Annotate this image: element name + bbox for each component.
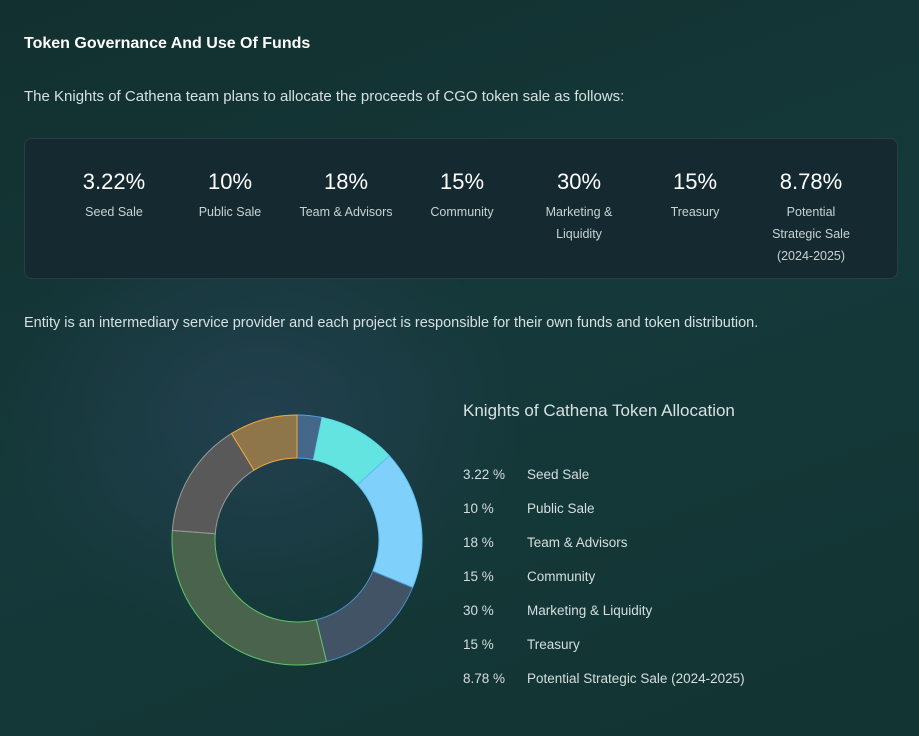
stat-value: 3.22% bbox=[82, 169, 146, 194]
legend-item: 30 % Marketing & Liquidity bbox=[463, 603, 652, 618]
legend-percent: 15 % bbox=[463, 569, 494, 584]
stat-value: 10% bbox=[207, 169, 253, 194]
legend-percent: 18 % bbox=[463, 535, 494, 550]
stat-value: 15% bbox=[439, 169, 485, 194]
legend-label: Community bbox=[527, 569, 596, 584]
legend-item: 8.78 % Potential Strategic Sale (2024-202… bbox=[463, 671, 745, 686]
legend-item: 18 % Team & Advisors bbox=[463, 535, 628, 550]
stat-value: 30% bbox=[556, 169, 602, 194]
stat-label: Team & Advisors bbox=[299, 205, 393, 219]
legend-item: 10 % Public Sale bbox=[463, 501, 595, 516]
stat-item: 30% Marketing & Liquidity bbox=[519, 169, 639, 245]
page-title: Token Governance And Use Of Funds bbox=[24, 35, 311, 52]
stat-item: 18% Team & Advisors bbox=[286, 169, 406, 223]
stat-item: 10% Public Sale bbox=[170, 169, 290, 223]
stat-label: Potential Strategic Sale (2024-2025) bbox=[772, 205, 850, 263]
legend-item: 15 % Community bbox=[463, 569, 595, 584]
legend-percent: 15 % bbox=[463, 637, 494, 652]
donut-slice[interactable] bbox=[230, 414, 298, 471]
legend-label: Potential Strategic Sale (2024-2025) bbox=[527, 671, 745, 686]
disclaimer-text: Entity is an intermediary service provid… bbox=[24, 315, 759, 331]
legend-label: Seed Sale bbox=[527, 467, 590, 482]
chart-title: Knights of Cathena Token Allocation bbox=[463, 401, 735, 420]
legend-item: 15 % Treasury bbox=[463, 637, 580, 652]
stat-item: 15% Community bbox=[402, 169, 522, 223]
legend-percent: 8.78 % bbox=[463, 671, 506, 686]
stat-label: Seed Sale bbox=[85, 205, 143, 219]
legend-percent: 3.22 % bbox=[463, 467, 506, 482]
donut-slice[interactable] bbox=[315, 570, 414, 663]
legend-label: Team & Advisors bbox=[527, 535, 628, 550]
stat-label: Treasury bbox=[670, 205, 720, 219]
stat-item: 3.22% Seed Sale bbox=[54, 169, 174, 223]
donut-slice[interactable] bbox=[171, 529, 328, 666]
legend-label: Marketing & Liquidity bbox=[527, 603, 653, 618]
legend-label: Public Sale bbox=[527, 501, 595, 516]
stat-value: 8.78% bbox=[779, 169, 843, 194]
stat-item: 8.78% Potential Strategic Sale (2024-2025… bbox=[751, 169, 871, 267]
stat-label: Public Sale bbox=[198, 205, 262, 219]
legend-percent: 10 % bbox=[463, 501, 494, 516]
legend-percent: 30 % bbox=[463, 603, 494, 618]
stat-label: Community bbox=[430, 205, 494, 219]
intro-text: The Knights of Cathena team plans to all… bbox=[24, 88, 625, 105]
stat-label: Marketing & Liquidity bbox=[545, 205, 613, 241]
legend-label: Treasury bbox=[527, 637, 580, 652]
allocation-summary-card: 3.22% Seed Sale 10% Public Sale 18% Team & Ad… bbox=[24, 138, 898, 279]
stat-item: 15% Treasury bbox=[635, 169, 755, 223]
legend-item: 3.22 % Seed Sale bbox=[463, 467, 589, 482]
stat-value: 15% bbox=[672, 169, 718, 194]
donut-slice[interactable] bbox=[356, 454, 423, 589]
stat-value: 18% bbox=[323, 169, 369, 194]
